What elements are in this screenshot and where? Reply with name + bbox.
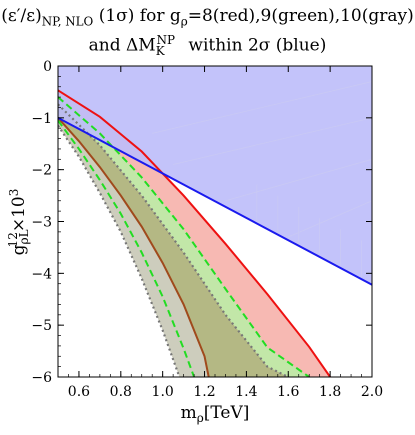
y-tick-label: −2 [31, 163, 52, 179]
gray-upper-line [58, 103, 289, 377]
green-lower-line [58, 119, 196, 377]
x-tick-label: 0.6 [68, 384, 90, 400]
y-tick-label: −1 [31, 111, 52, 127]
y-tick-label: −6 [31, 370, 52, 386]
blue-line [58, 116, 372, 286]
x-tick-label: 1.0 [152, 384, 174, 400]
green-upper-line [58, 96, 310, 377]
band-green-fill [58, 97, 310, 377]
axis-ticks [57, 65, 373, 378]
y-tick-label: −4 [31, 266, 52, 282]
red-upper-line [58, 89, 331, 377]
y-axis-label: gρL12×103 [6, 189, 31, 256]
blue-region-fill [58, 66, 372, 285]
x-tick-label: 1.2 [193, 384, 215, 400]
chart-title-line-2: and ΔMKNP within 2σ (blue) [88, 33, 327, 59]
x-tick-label: 1.8 [319, 384, 341, 400]
gray-lower-line [58, 124, 181, 377]
y-tick-label: 0 [43, 59, 52, 75]
y-tick-label: −3 [31, 215, 52, 231]
y-tick-label: −5 [31, 318, 52, 334]
x-tick-label: 1.4 [235, 384, 257, 400]
chart-title-line-1: (ε′/ε)NP, NLO (1σ) for gρ=8(red),9(green… [1, 6, 414, 29]
x-tick-label: 2.0 [361, 384, 383, 400]
axis-tick-labels: 0.6 0.8 1.0 1.2 1.4 1.6 1.8 2.0 0 −1 −2 −3 −4 −5 −6 [31, 59, 383, 400]
x-tick-label: 1.6 [277, 384, 299, 400]
x-axis-label: mρ[TeV] [181, 403, 250, 425]
x-tick-label: 0.8 [110, 384, 132, 400]
band-fills [58, 66, 372, 377]
blue-region-mesh [152, 81, 372, 277]
series-lines [58, 89, 372, 377]
red-lower-line [58, 117, 210, 377]
band-overlap-fill [58, 104, 289, 377]
